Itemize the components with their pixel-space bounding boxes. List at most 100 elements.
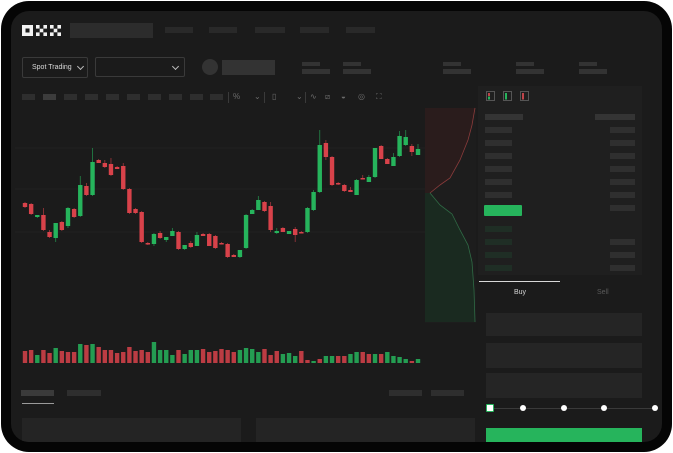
candle-body: [329, 157, 335, 185]
timeframe-button[interactable]: [190, 94, 203, 100]
line-tool-icon[interactable]: ∿: [310, 92, 317, 101]
candle: [28, 203, 34, 215]
timeframe-button[interactable]: [127, 94, 140, 100]
bid-row-amount[interactable]: [610, 252, 635, 258]
timeframe-button[interactable]: [169, 94, 182, 100]
target-icon[interactable]: ◎: [358, 92, 365, 101]
volume-bar: [22, 351, 28, 363]
bid-row-price[interactable]: [485, 226, 512, 232]
bid-row-price[interactable]: [485, 252, 512, 258]
bid-row-price[interactable]: [485, 265, 512, 271]
ask-row-price[interactable]: [485, 192, 512, 198]
candle-body: [274, 231, 279, 233]
candle-body: [41, 215, 46, 230]
buy-submit-button[interactable]: [486, 428, 642, 442]
filter-button[interactable]: [431, 390, 464, 396]
orderbook-bids-icon: [503, 91, 512, 101]
nav-item[interactable]: [209, 27, 237, 33]
candle: [256, 196, 261, 210]
timeframe-button[interactable]: [64, 94, 77, 100]
candle: [145, 242, 151, 245]
nav-item[interactable]: [255, 27, 285, 33]
ask-row-price[interactable]: [485, 166, 512, 172]
order-book-header-price: [485, 114, 523, 120]
volume-bar: [78, 344, 83, 363]
timeframe-button[interactable]: [22, 94, 35, 100]
candle: [35, 215, 40, 218]
candle-body: [317, 145, 322, 192]
chevron-down-icon[interactable]: ⌄: [254, 92, 261, 101]
price-input[interactable]: [486, 313, 642, 336]
ask-row-price[interactable]: [485, 140, 512, 146]
tab-order-history[interactable]: [67, 390, 101, 396]
slider-step-100[interactable]: [652, 405, 658, 411]
candle: [59, 221, 65, 231]
ask-row-price[interactable]: [485, 179, 512, 185]
candle-body: [213, 236, 218, 248]
amount-slider-track[interactable]: [490, 408, 655, 409]
candle-body: [268, 206, 273, 230]
candle-body: [225, 244, 230, 257]
stat-value: [516, 69, 544, 74]
total-input[interactable]: [486, 373, 642, 398]
bid-row-price[interactable]: [485, 239, 512, 245]
volume-bar: [317, 359, 322, 363]
okx-logo[interactable]: [22, 25, 62, 37]
ask-row-amount[interactable]: [610, 192, 635, 198]
nav-item[interactable]: [346, 27, 375, 33]
timeframe-button-active[interactable]: [43, 94, 56, 100]
timeframe-button[interactable]: [148, 94, 161, 100]
ask-row-price[interactable]: [485, 153, 512, 159]
fullscreen-icon[interactable]: ⛶: [376, 92, 382, 101]
timeframe-button[interactable]: [85, 94, 98, 100]
volume-bar: [403, 359, 408, 363]
slider-handle[interactable]: [486, 404, 494, 412]
ask-row-price[interactable]: [485, 127, 512, 133]
ruler-icon[interactable]: ⧄: [325, 92, 331, 101]
bid-row-amount[interactable]: [610, 265, 635, 271]
candle: [200, 233, 206, 236]
sell-tab[interactable]: Sell: [597, 289, 609, 296]
slider-step-75[interactable]: [601, 405, 607, 411]
spot-trading-dropdown[interactable]: Spot Trading: [22, 57, 88, 78]
chart-type-icon[interactable]: ▯: [272, 92, 277, 101]
volume-bar: [348, 354, 353, 363]
candle: [348, 187, 353, 192]
nav-item[interactable]: [165, 27, 193, 33]
tab-open-orders[interactable]: [21, 390, 54, 396]
filter-button[interactable]: [389, 390, 422, 396]
volume-bar: [385, 352, 390, 363]
ask-row-amount[interactable]: [610, 166, 635, 172]
ask-row-amount[interactable]: [610, 127, 635, 133]
orderbook-asks-icon: [520, 91, 529, 101]
candle: [250, 209, 255, 214]
bid-row-amount[interactable]: [610, 239, 635, 245]
ask-row-amount[interactable]: [610, 205, 635, 211]
camera-icon[interactable]: ◒: [341, 92, 346, 101]
candle-body: [354, 180, 359, 195]
ask-row-amount[interactable]: [610, 179, 635, 185]
slider-step-50[interactable]: [561, 405, 567, 411]
toolbar-divider: [264, 92, 265, 103]
indicator-icon[interactable]: %: [233, 92, 241, 101]
price-chart[interactable]: [11, 11, 662, 442]
buy-tab[interactable]: Buy: [514, 289, 527, 296]
timeframe-button[interactable]: [106, 94, 119, 100]
slider-step-25[interactable]: [520, 405, 526, 411]
search-bar[interactable]: [70, 23, 153, 38]
nav-item[interactable]: [300, 27, 329, 33]
order-book-view-toggles[interactable]: [486, 91, 531, 102]
candle-body: [151, 234, 157, 244]
ask-row-amount[interactable]: [610, 140, 635, 146]
buy-tab-underline: [479, 281, 560, 282]
candle: [121, 163, 126, 190]
chevron-down-icon[interactable]: ⌄: [296, 92, 303, 101]
volume-bar: [305, 360, 310, 363]
pair-selector-dropdown[interactable]: [95, 57, 185, 77]
ask-row-amount[interactable]: [610, 153, 635, 159]
volume-bar: [274, 351, 279, 363]
candle: [305, 207, 310, 233]
volume-bar: [250, 349, 255, 363]
amount-input[interactable]: [486, 343, 642, 368]
timeframe-button[interactable]: [210, 94, 223, 100]
